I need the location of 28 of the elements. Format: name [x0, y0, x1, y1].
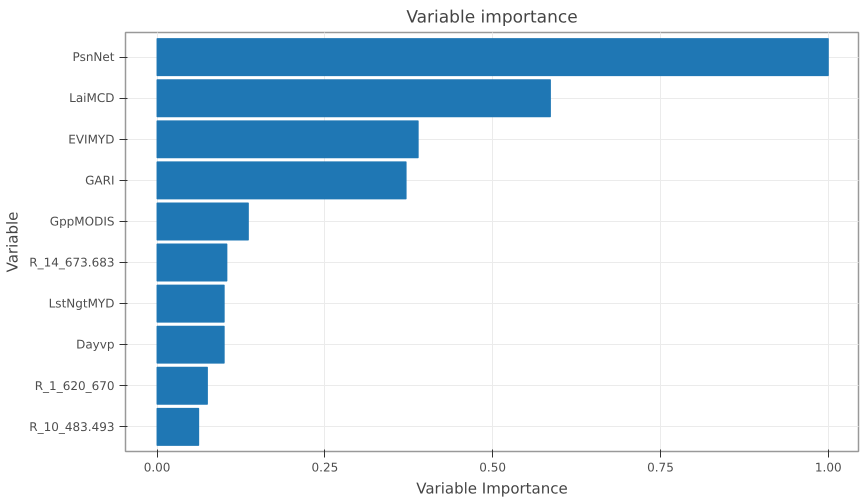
bar: [156, 326, 225, 364]
y-tick-label: PsnNet: [72, 50, 115, 64]
x-axis-title: Variable Importance: [416, 480, 568, 498]
bar: [156, 244, 228, 282]
y-tick-label: EVIMYD: [68, 132, 115, 146]
y-tick-label: R_1_620_670: [34, 378, 114, 393]
bar: [156, 366, 208, 405]
bar: [156, 202, 249, 240]
x-tick-label: 0.50: [479, 460, 506, 474]
y-tick-label: Dayvp: [76, 338, 115, 352]
bar: [156, 161, 407, 200]
bar: [156, 38, 829, 76]
bar: [156, 79, 551, 118]
y-tick-label: GppMODIS: [50, 214, 115, 228]
y-axis-title: Variable: [3, 212, 22, 272]
x-tick-label: 1.00: [814, 460, 842, 474]
bar: [156, 284, 225, 323]
y-tick-label: LaiMCD: [69, 91, 115, 106]
chart-title: Variable importance: [406, 8, 578, 28]
x-tick-label: 0.00: [144, 460, 170, 474]
x-tick-label: 0.25: [312, 460, 338, 474]
y-tick-label: GARI: [85, 173, 115, 188]
bar: [156, 120, 419, 158]
y-tick-label: R_10_483.493: [29, 420, 115, 434]
y-tick-label: R_14_673.683: [29, 256, 115, 270]
y-tick-label: LstNgtMYD: [48, 296, 115, 311]
x-tick-label: 0.75: [647, 460, 674, 474]
bar: [156, 408, 200, 446]
